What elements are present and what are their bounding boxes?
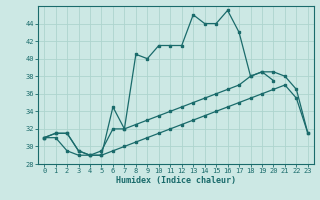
- X-axis label: Humidex (Indice chaleur): Humidex (Indice chaleur): [116, 176, 236, 185]
